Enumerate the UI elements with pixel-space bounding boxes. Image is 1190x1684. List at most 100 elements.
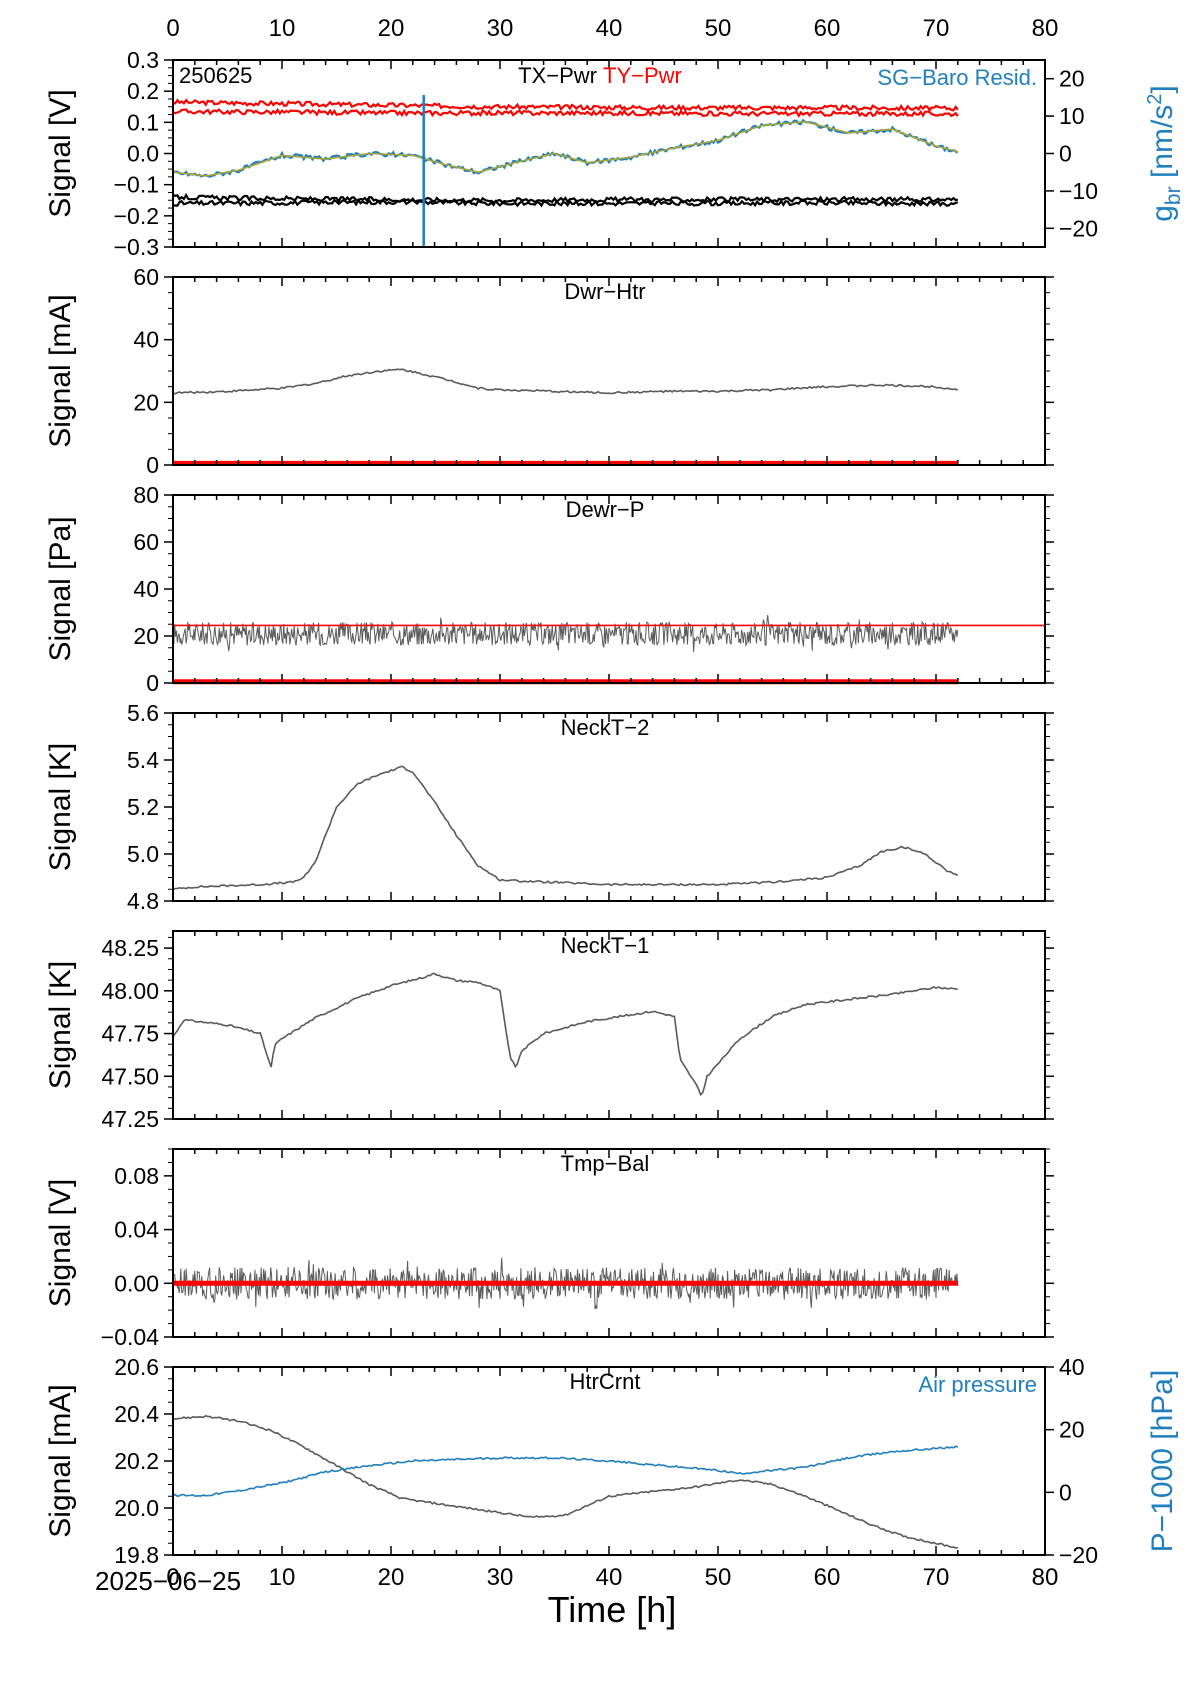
panel-frame-p3 [172,494,1046,684]
panel-title: Dewr−P [566,497,645,522]
y-tick-label: 47.75 [101,1021,159,1047]
x-tick-label-top: 60 [814,15,841,42]
y-tick-label: 20 [133,623,159,649]
x-tick-label-top: 50 [705,15,732,42]
y-tick-label: 4.8 [127,888,159,914]
y-tick-label: 40 [133,576,159,602]
y-axis-label: Signal [mA] [44,294,77,447]
x-tick-label-bottom: 60 [814,1564,841,1591]
y-tick-label: 47.50 [101,1063,159,1089]
series-line-p1-0 [172,98,959,113]
series-line-p1-2 [172,192,959,204]
y-tick-label: 0.00 [114,1270,159,1296]
x-tick-label-bottom: 50 [705,1564,732,1591]
y-tick-label: 5.0 [127,841,159,867]
title-ty-pwr: TY−Pwr [603,63,682,88]
corner-label: 250625 [179,63,252,88]
x-tick-label-top: 80 [1032,15,1059,42]
y-axis-label: Signal [mA] [44,1384,77,1537]
series-line-p4-0 [172,765,959,891]
panel-title: NeckT−1 [561,933,650,958]
y2-tick-label: 40 [1059,1354,1085,1380]
title-right: SG−Baro Resid. [877,65,1037,90]
y2-label-close: ] [1146,85,1179,93]
y2-axis-label: P−1000 [hPa] [1146,1370,1179,1553]
x-tick-label-top: 30 [487,15,514,42]
panel-p1: −0.3 −0.2 −0.1 0.0 0.1 0.2 0.3 −20 −10 0 10 20 gbr [… [44,47,1185,260]
y2-tick-label: 0 [1059,1479,1072,1505]
panel-p6: −0.04 0.00 0.04 0.08 Signal [V] Tmp−Bal [44,1148,1054,1350]
y-tick-label: 20.0 [114,1495,159,1521]
panel-p2: 0 20 40 60 Signal [mA] Dwr−Htr [44,264,1054,478]
series-line-p2-0 [172,368,959,395]
y2-label-sup: 2 [1144,94,1166,105]
series-line-p1-3 [173,197,959,208]
y-tick-label: 47.25 [101,1106,159,1132]
panel-frame-p4 [172,712,1046,902]
date-label: 2025−06−25 [95,1566,241,1596]
y-tick-label: 0.08 [114,1163,159,1189]
x-tick-label-top: 10 [269,15,296,42]
series-line-p7-1 [172,1445,959,1498]
y-tick-label: 0.04 [114,1217,159,1243]
y-tick-label: 20.4 [114,1401,159,1427]
series-line-p5-0 [172,972,958,1097]
y-tick-label: −0.1 [114,172,159,198]
title-right: Air pressure [918,1372,1037,1397]
panel-title: Tmp−Bal [561,1151,650,1176]
y2-tick-label: 20 [1059,66,1085,92]
x-tick-label-top: 70 [923,15,950,42]
y-tick-label: 5.6 [127,700,159,726]
x-axis-label: Time [h] [548,1589,677,1630]
y-tick-label: −0.04 [101,1324,159,1350]
y2-label-unit: [nm/s [1146,105,1179,187]
y-axis-label: Signal [K] [44,743,77,871]
y-tick-label: −0.2 [114,203,159,229]
x-tick-label-top: 0 [166,15,179,42]
series-smooth-p1 [172,120,958,177]
y-axis-label: Signal [K] [44,961,77,1089]
y-tick-label: 5.4 [127,747,159,773]
y-tick-label: 48.00 [101,978,159,1004]
y2-axis-label: gbr [nm/s2] [1144,85,1185,222]
y-tick-label: 48.25 [101,935,159,961]
y2-tick-label: 0 [1059,141,1072,167]
y-tick-label: 0.3 [127,47,159,73]
title-tx-pwr: TX−Pwr [518,63,597,88]
y-tick-label: −0.3 [114,234,159,260]
y2-tick-label: 10 [1059,103,1085,129]
bottom-axis: 0 0 10 10 20 20 30 30 40 40 50 50 60 60 70 70 80 80 [166,15,1058,1591]
x-tick-label-bottom: 10 [269,1564,296,1591]
panel-p5: 47.25 47.50 47.75 48.00 48.25 Signal [K] NeckT… [44,930,1054,1132]
x-tick-label-bottom: 80 [1032,1564,1059,1591]
y2-tick-label: −20 [1059,215,1098,241]
y-tick-label: 0 [146,670,159,696]
x-tick-label-bottom: 30 [487,1564,514,1591]
panel-p7: 19.8 20.0 20.2 20.4 20.6 −20 0 20 40 P−1000 [hPa]… [44,1354,1179,1568]
y-tick-label: 0.1 [127,109,159,135]
y-axis-label: Signal [V] [44,1179,77,1307]
x-tick-label-top: 40 [596,15,623,42]
y-axis-label: Signal [Pa] [44,516,77,661]
y-tick-label: 60 [133,529,159,555]
y-tick-label: 5.2 [127,794,159,820]
y2-label-sub: br [1162,186,1185,205]
x-tick-label-top: 20 [378,15,405,42]
y2-tick-label: −10 [1059,178,1098,204]
x-tick-label-bottom: 0 [166,1564,179,1591]
y-tick-label: 19.8 [114,1542,159,1568]
panel-p4: 4.8 5.0 5.2 5.4 5.6 Signal [K] NeckT−2 [44,700,1054,914]
panel-frame-p2 [172,276,1046,466]
y-tick-label: 0.2 [127,78,159,104]
series-noise-p6-0 [172,1257,959,1310]
panel-title: NeckT−2 [561,715,650,740]
y2-tick-label: −20 [1059,1542,1098,1568]
y-tick-label: 20.6 [114,1354,159,1380]
x-tick-label-bottom: 20 [378,1564,405,1591]
y-tick-label: 20.2 [114,1448,159,1474]
panel-title: HtrCrnt [570,1369,641,1394]
series-noise-p3-0 [172,614,959,652]
series-line-p7-0 [172,1414,958,1549]
y-axis-label: Signal [V] [44,89,77,217]
